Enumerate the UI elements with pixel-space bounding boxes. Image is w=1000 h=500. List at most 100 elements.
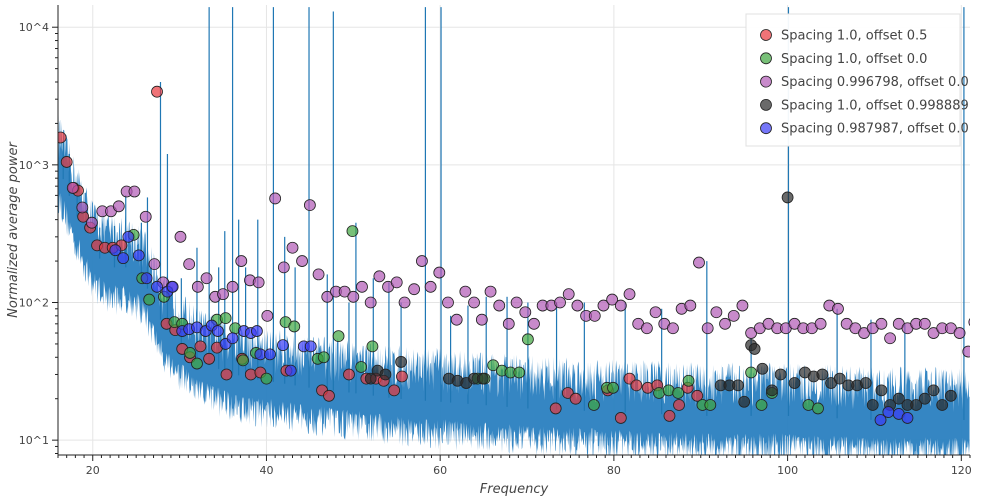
data-point xyxy=(691,389,704,402)
data-point xyxy=(756,362,769,375)
data-point xyxy=(901,412,914,424)
data-point xyxy=(395,356,407,368)
data-point xyxy=(184,347,196,359)
data-point xyxy=(484,285,497,298)
data-point xyxy=(398,296,411,309)
data-point xyxy=(502,317,515,330)
data-point xyxy=(304,340,317,353)
data-point xyxy=(521,333,534,346)
legend-box xyxy=(745,13,961,147)
legend-label: Spacing 0.996798, offset 0.0 xyxy=(781,75,969,90)
data-point xyxy=(727,309,740,322)
data-point xyxy=(606,293,619,306)
data-point xyxy=(277,261,290,274)
data-point xyxy=(191,357,203,370)
data-point xyxy=(332,330,345,343)
data-point xyxy=(312,268,325,281)
data-point xyxy=(663,410,676,422)
data-point xyxy=(442,296,454,309)
data-point xyxy=(288,320,301,333)
legend-marker xyxy=(760,29,772,41)
data-point xyxy=(630,379,643,392)
data-point xyxy=(252,276,265,289)
data-point xyxy=(875,317,888,330)
data-point xyxy=(220,368,233,381)
data-point xyxy=(755,399,768,411)
data-point xyxy=(128,185,141,198)
data-point xyxy=(519,306,532,319)
data-point xyxy=(284,364,297,377)
data-point xyxy=(373,270,386,283)
data-point xyxy=(944,389,957,402)
data-point xyxy=(738,395,751,408)
data-point xyxy=(487,359,500,372)
data-point xyxy=(269,192,282,205)
data-point xyxy=(614,412,627,424)
data-point xyxy=(748,343,761,355)
data-point xyxy=(117,252,130,265)
data-point xyxy=(251,325,263,337)
data-point xyxy=(918,317,931,330)
y-tick-label: 10^3 xyxy=(19,159,49,172)
data-point xyxy=(286,241,299,254)
y-tick-label: 10^1 xyxy=(19,434,49,447)
data-point xyxy=(812,402,824,415)
data-point xyxy=(140,272,153,285)
data-point xyxy=(962,345,970,358)
data-point xyxy=(364,296,377,309)
x-tick-label: 80 xyxy=(607,464,621,477)
legend: Spacing 1.0, offset 0.5 Spacing 1.0, offs… xyxy=(745,13,969,147)
data-point xyxy=(211,325,224,337)
data-point xyxy=(927,384,940,397)
data-point xyxy=(323,389,335,402)
data-point xyxy=(832,302,844,315)
data-point xyxy=(549,402,562,415)
data-point xyxy=(468,296,480,309)
data-point xyxy=(684,299,697,312)
x-tick-label: 120 xyxy=(951,464,972,477)
y-tick-label: 10^4 xyxy=(19,21,49,34)
data-point xyxy=(355,361,368,373)
data-point xyxy=(424,280,437,293)
legend-label: Spacing 1.0, offset 0.5 xyxy=(781,29,927,44)
data-point xyxy=(682,374,695,387)
data-point xyxy=(736,299,749,312)
axes: 20 40 60 80 100 120 10^1 10^2 10^3 10^4 xyxy=(19,5,972,477)
data-point xyxy=(260,372,273,385)
data-point xyxy=(614,299,627,312)
legend-label: Spacing 0.987987, offset 0.0 xyxy=(781,122,969,137)
data-point xyxy=(597,299,610,312)
data-point xyxy=(416,255,428,267)
data-point xyxy=(710,306,723,319)
data-point xyxy=(562,288,575,301)
series-4-markers xyxy=(364,191,957,411)
data-point xyxy=(588,309,601,322)
data-point xyxy=(510,296,523,309)
data-point xyxy=(388,384,401,397)
data-point xyxy=(237,354,249,367)
data-point xyxy=(191,280,204,293)
data-point xyxy=(174,230,187,243)
data-point xyxy=(866,399,879,411)
data-point xyxy=(623,288,636,301)
data-point xyxy=(814,317,827,330)
data-point xyxy=(343,368,355,381)
data-point xyxy=(321,290,334,303)
data-point xyxy=(356,280,368,293)
data-point xyxy=(882,406,895,418)
data-point xyxy=(649,306,662,319)
markers xyxy=(58,85,970,426)
data-point xyxy=(693,256,705,269)
data-point xyxy=(203,352,216,365)
data-point xyxy=(892,392,905,405)
data-point xyxy=(673,399,685,411)
x-axis-title: Frequency xyxy=(480,482,549,497)
data-point xyxy=(379,368,392,381)
y-tick-label: 10^2 xyxy=(19,297,49,310)
data-point xyxy=(433,266,446,279)
x-tick-label: 20 xyxy=(86,464,100,477)
data-point xyxy=(58,131,67,144)
data-point xyxy=(476,372,489,385)
data-point xyxy=(66,182,79,194)
legend-label: Spacing 1.0, offset 0.0 xyxy=(781,52,927,67)
